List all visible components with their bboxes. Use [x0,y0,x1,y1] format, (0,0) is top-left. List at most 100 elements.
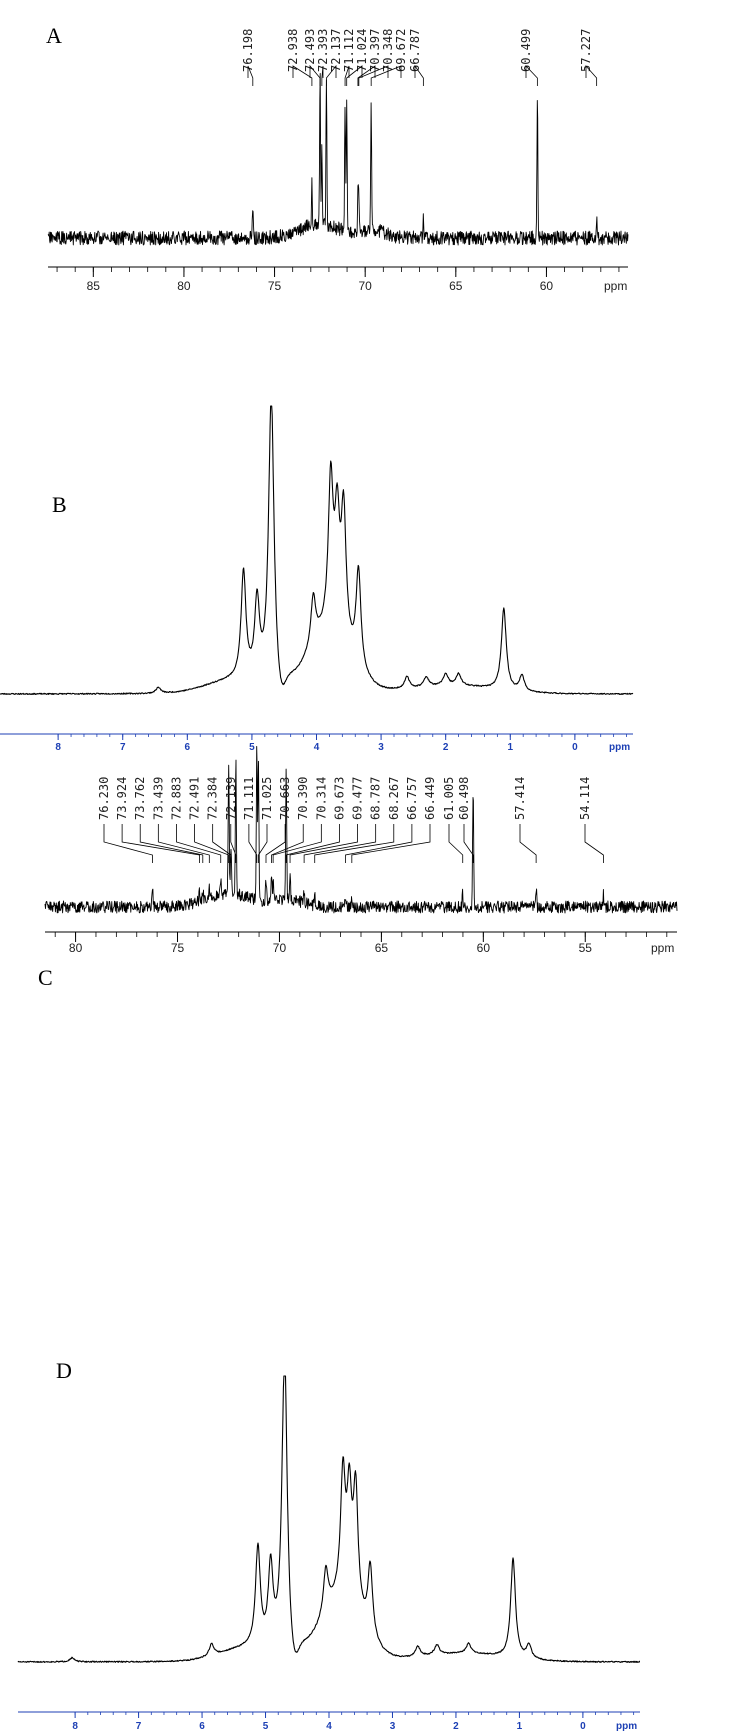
x-tick-label: 60 [540,279,554,293]
peak-leader-line [265,824,286,863]
peak-label: 72.393 [316,29,330,72]
x-tick-label: 80 [177,279,191,293]
x-tick-label: 6 [185,742,191,753]
peak-leader-line [212,824,232,863]
peak-label: 70.663 [278,777,292,820]
peak-label: 71.111 [242,777,256,820]
peak-label: 72.883 [169,777,183,820]
peak-leader-line [357,65,376,86]
peak-leader-line [370,65,402,86]
peak-leader-line [176,824,222,863]
spectrum-trace [47,73,629,246]
x-tick-label: 7 [120,742,126,753]
peak-label: 66.787 [408,29,422,72]
panel-b-proton-spectrum: B 8 7 6 5 4 3 2 1 0 ppm [0,405,634,753]
peak-leader-line [326,64,337,86]
peak-label: 61.005 [442,777,456,820]
peak-leader-line [463,824,474,863]
peak-leader-line [103,824,153,863]
x-tick-label: 0 [572,742,578,753]
x-tick-label: 7 [136,1721,142,1732]
peak-leader-line [351,824,431,863]
peak-label: 72.493 [303,29,317,72]
x-unit-label: ppm [609,742,630,753]
peak-label: 72.139 [224,777,238,820]
x-tick-label: 70 [359,279,373,293]
x-tick-label: 8 [72,1721,78,1732]
peak-label: 72.938 [286,29,300,72]
x-tick-label: 75 [268,279,282,293]
peak-leader-line [346,65,363,86]
x-tick-label: 60 [477,941,491,955]
panel-a-carbon-spectrum: A 85 80 75 70 65 60 ppm 76.198 72.938 72.493 72.39… [46,23,629,293]
peak-leader-line [157,824,210,863]
x-tick-label: 5 [263,1721,269,1732]
peak-label: 57.414 [513,777,527,820]
peak-leader-line [194,824,230,863]
x-tick-label: 0 [580,1721,586,1732]
peak-label: 57.227 [579,29,593,72]
x-unit-label: ppm [651,941,674,955]
peak-leader-line [121,824,200,863]
x-tick-label: 4 [326,1721,332,1732]
peak-label: 70.397 [368,29,382,72]
peak-label: 54.114 [578,777,592,820]
spectrum-trace [44,745,678,914]
x-tick-label: 3 [378,742,384,753]
peak-leader-line [358,65,389,86]
peak-leader-line [289,824,358,863]
spectrum-trace [0,405,634,695]
peak-leader-line [248,824,258,863]
peak-leader-line [321,65,324,86]
x-tick-label: 5 [249,742,255,753]
peak-label: 72.384 [206,777,220,820]
peak-label: 60.499 [519,29,533,72]
x-tick-label: 3 [390,1721,396,1732]
x-tick-label: 1 [507,742,513,753]
x-tick-label: 85 [87,279,101,293]
peak-label: 73.439 [151,777,165,820]
peak-leader-line [345,824,413,863]
peak-leader-line [230,824,237,863]
spectrum-trace [17,1375,641,1663]
peak-label: 69.673 [332,777,346,820]
peak-leader-line [285,824,340,863]
peak-label: 68.787 [369,777,383,820]
x-unit-label: ppm [616,1721,637,1732]
peak-leader-line [247,65,254,86]
x-tick-label: 2 [453,1721,459,1732]
peak-label: 70.314 [314,777,328,820]
x-tick-label: 8 [55,742,61,753]
peak-leader-line [258,824,268,863]
x-tick-label: 65 [449,279,463,293]
peak-label: 70.348 [381,29,395,72]
peak-label: 69.477 [351,777,365,820]
peak-label: 70.390 [296,777,310,820]
peak-leader-line [272,824,322,863]
peak-label: 71.025 [260,777,274,820]
panel-d-proton-spectrum: D 8 7 6 5 4 3 2 1 0 ppm [17,1358,641,1732]
peak-label: 66.449 [423,777,437,820]
x-tick-label: 55 [579,941,593,955]
peak-leader-line [519,824,537,863]
x-tick-label: 75 [171,941,185,955]
peak-label: 73.762 [133,777,147,820]
x-tick-label: 4 [314,742,320,753]
peak-label: 71.112 [342,29,356,72]
x-tick-label: 65 [375,941,389,955]
peak-label: 73.924 [115,777,129,820]
peak-leader-line [271,824,304,863]
peak-label: 68.267 [387,777,401,820]
peak-leader-line [414,64,424,86]
peak-leader-line [344,65,350,86]
peak-label: 60.498 [457,777,471,820]
peak-label: 76.230 [97,777,111,820]
peak-leader-line [303,824,377,863]
peak-label: 69.672 [394,29,408,72]
peak-label: 76.198 [241,29,255,72]
peak-leader-line [525,64,538,86]
peak-leader-line [309,64,321,86]
peak-label: 72.137 [329,29,343,72]
peak-leader-line [585,64,598,86]
